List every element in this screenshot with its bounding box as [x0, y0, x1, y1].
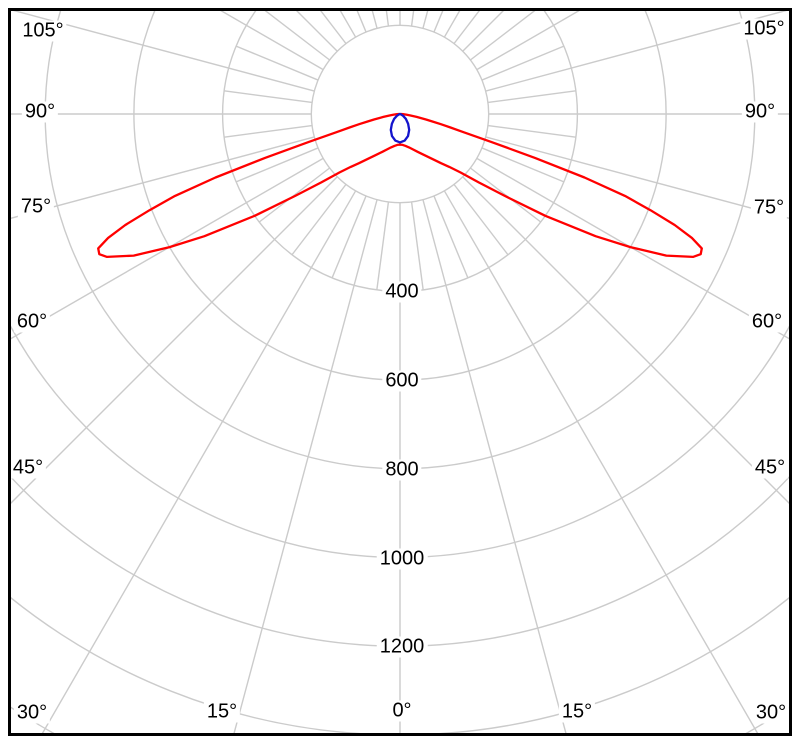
angle-label: 15° — [203, 701, 241, 723]
radial-gridline-minor — [320, 11, 347, 45]
radial-gridline-minor — [469, 11, 536, 61]
radial-gridline-minor — [356, 11, 367, 33]
radial-gridline-minor — [410, 11, 415, 27]
radial-gridline-major — [485, 11, 788, 92]
radial-gridline-minor — [481, 147, 565, 183]
radial-gridline-major — [11, 176, 338, 504]
radius-label: 400 — [382, 281, 422, 303]
radial-gridline-major — [220, 11, 324, 71]
angle-label: 30° — [752, 702, 790, 724]
radial-gridline-minor — [433, 11, 444, 33]
angle-label: 75° — [750, 197, 788, 219]
radial-gridline-major — [12, 11, 315, 92]
radial-gridline-major — [11, 136, 315, 219]
radial-gridline-minor — [410, 201, 424, 290]
angle-label: 75° — [17, 196, 55, 218]
radial-gridline-major — [476, 11, 580, 71]
radial-gridline-minor — [224, 90, 313, 104]
radius-label: 600 — [382, 370, 422, 392]
radial-gridline-major — [462, 176, 789, 504]
radius-label: 1200 — [376, 636, 428, 658]
radial-gridline-minor — [385, 11, 390, 27]
angle-label: 60° — [748, 311, 786, 333]
radial-gridline-minor — [235, 147, 319, 183]
radial-gridline-minor — [235, 45, 319, 81]
angle-label: 90° — [21, 101, 59, 123]
radial-gridline-minor — [291, 183, 347, 256]
angle-label: 45° — [9, 457, 47, 479]
radial-gridline-minor — [433, 195, 469, 279]
radial-gridline-major — [41, 190, 357, 733]
radius-label: 1000 — [376, 548, 428, 569]
angle-label: 45° — [751, 457, 789, 479]
radial-gridline-minor — [487, 124, 576, 138]
radius-label: 800 — [382, 459, 422, 481]
radial-gridline-minor — [264, 11, 331, 61]
radial-gridline-minor — [487, 90, 576, 104]
angle-label: 105° — [19, 20, 67, 42]
radial-gridline-minor — [453, 183, 509, 256]
angle-label: 90° — [741, 101, 779, 123]
radial-gridline-major — [485, 136, 789, 219]
angle-label: 30° — [13, 702, 51, 724]
blue-curve — [389, 112, 411, 144]
radial-gridline-minor — [331, 195, 367, 279]
radial-gridline-major — [443, 190, 759, 733]
angle-label: 0° — [389, 700, 415, 722]
radial-gridline-minor — [224, 124, 313, 138]
radial-gridline-major — [233, 199, 378, 733]
radial-gridline-minor — [481, 45, 565, 81]
red-curve — [97, 112, 703, 259]
radial-gridline-major — [422, 199, 567, 733]
radial-gridline-minor — [453, 11, 480, 45]
angle-label: 60° — [13, 311, 51, 333]
radial-gridline-minor — [376, 201, 390, 290]
angle-label: 15° — [558, 701, 596, 723]
angle-label: 105° — [740, 18, 788, 40]
